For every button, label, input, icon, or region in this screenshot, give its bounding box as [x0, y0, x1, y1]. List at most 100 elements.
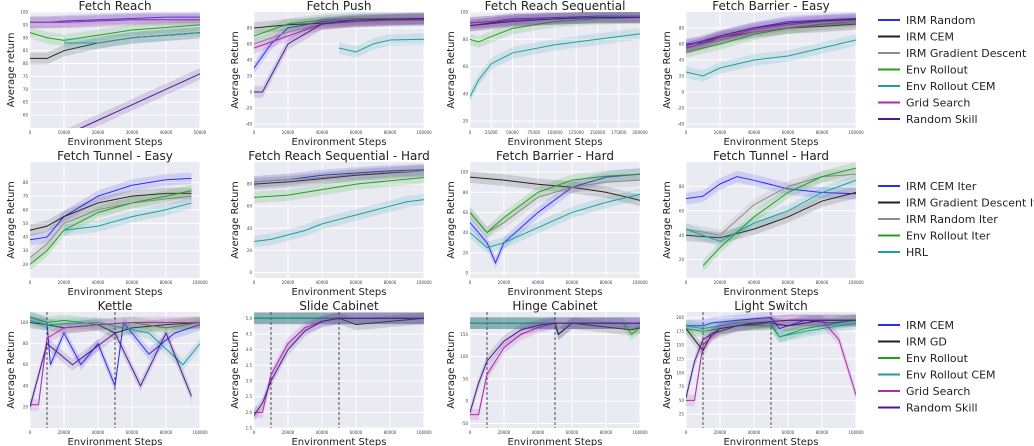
chart-title: Fetch Reach Sequential: [485, 0, 626, 13]
x-tick-label: 60000: [782, 430, 795, 435]
series-band-3: [686, 15, 856, 58]
series-line-5: [686, 19, 856, 49]
series-band-0: [30, 312, 200, 392]
legend-label: IRM Gradient Descent: [906, 47, 1027, 60]
x-tick-label: 0: [253, 430, 256, 435]
series-line-3: [254, 176, 424, 198]
y-tick-label: 60: [247, 204, 253, 209]
y-tick-label: 25: [679, 412, 685, 417]
series-band-1: [30, 187, 192, 237]
y-tick-label: 80: [463, 190, 469, 195]
series-line-3: [254, 17, 424, 37]
y-tick-label: 60: [679, 42, 685, 47]
series-group: [686, 312, 856, 407]
series-line-3: [702, 167, 856, 267]
y-tick-label: 40: [247, 226, 253, 231]
series-band-4: [30, 316, 200, 411]
series-line-4: [686, 179, 856, 242]
chart-title: Fetch Reach: [78, 0, 151, 13]
chart-title: Fetch Tunnel - Hard: [713, 149, 829, 163]
y-tick-label: 5.0: [246, 316, 253, 321]
x-tick-label: 20000: [58, 430, 71, 435]
plot-area: [254, 162, 424, 278]
x-tick-label: 100000: [547, 130, 563, 135]
series-line-1: [254, 170, 424, 185]
legend-label: Grid Search: [906, 97, 970, 110]
y-tick-label: 60: [247, 42, 253, 47]
y-tick-label: -20: [245, 106, 252, 111]
series-line-3: [30, 24, 200, 41]
chart-hinge-cabinet: 0 20000 40000 60000 80000 100000-50050100150H…: [446, 299, 648, 446]
x-axis-label: Environment Steps: [723, 287, 818, 298]
series-line-4: [470, 33, 640, 97]
series-line-1: [30, 192, 192, 231]
y-axis-label: Average return: [6, 33, 17, 108]
series-group: [470, 168, 640, 269]
y-tick-label: 40: [23, 235, 29, 240]
y-axis-label: Average Return: [662, 181, 673, 258]
y-axis-label: Average Return: [662, 331, 673, 408]
y-axis-label: Average Return: [446, 181, 457, 258]
y-tick-label: 150: [460, 332, 468, 337]
x-tick-label: 60000: [350, 430, 363, 435]
y-tick-label: 80: [463, 37, 469, 42]
legend-label: IRM CEM Iter: [906, 180, 977, 193]
chart-kettle: 0 20000 40000 60000 80000 100000 20 40 60 80 100 Ke…: [6, 299, 208, 446]
x-axis-label: Environment Steps: [507, 137, 602, 148]
y-tick-label: 80: [679, 184, 685, 189]
y-tick-label: 0: [681, 90, 684, 95]
series-band-3: [686, 317, 856, 343]
chart-title: Fetch Tunnel - Easy: [57, 149, 173, 163]
x-tick-label: 60000: [782, 130, 795, 135]
x-tick-label: 175000: [611, 130, 627, 135]
y-axis-label: Average Return: [6, 181, 17, 258]
series-band-2: [30, 13, 200, 29]
y-tick-label: 20: [23, 262, 29, 267]
legend-1: IRM Random IRM CEM IRM Gradient Descent Env…: [878, 14, 1027, 126]
y-axis-label: Average Return: [230, 331, 241, 408]
x-tick-label: 20000: [58, 280, 71, 285]
x-tick-label: 40000: [316, 430, 329, 435]
legend-label: Grid Search: [906, 385, 970, 398]
x-tick-label: 60000: [566, 430, 579, 435]
x-tick-label: 40000: [316, 280, 329, 285]
x-tick-label: 25000: [485, 130, 498, 135]
y-tick-label: -40: [245, 122, 252, 127]
series-group: [30, 12, 200, 128]
series-line-2: [686, 22, 856, 49]
x-tick-label: 60000: [566, 280, 579, 285]
chart-title: Slide Cabinet: [299, 299, 379, 313]
series-band-1: [254, 312, 424, 331]
y-tick-label: 100: [20, 320, 28, 325]
series-line-2: [686, 319, 856, 338]
y-tick-label: 40: [679, 58, 685, 63]
x-tick-label: 0: [685, 430, 688, 435]
series-line-6: [254, 17, 424, 93]
x-axis-label: Environment Steps: [723, 437, 818, 446]
x-tick-label: 40000: [92, 430, 105, 435]
series-line-1: [30, 322, 200, 334]
legend-label: IRM GD: [906, 336, 947, 349]
legend-label: Env Rollout CEM: [906, 80, 996, 93]
y-tick-label: 3.0: [246, 378, 253, 383]
x-tick-label: 0: [253, 280, 256, 285]
chart-title: Fetch Reach Sequential - Hard: [248, 149, 430, 163]
y-tick-label: 40: [463, 91, 469, 96]
x-tick-label: 0: [29, 280, 32, 285]
series-band-6: [68, 68, 200, 128]
y-tick-label: 80: [679, 26, 685, 31]
y-tick-label: 100: [460, 354, 468, 359]
x-tick-label: 200000: [632, 130, 648, 135]
x-tick-label: 100000: [632, 430, 648, 435]
x-tick-label: 80000: [816, 130, 829, 135]
series-group: [686, 162, 856, 272]
y-tick-label: 20: [23, 404, 29, 409]
x-tick-label: 30000: [126, 130, 139, 135]
x-tick-label: 60000: [126, 430, 139, 435]
x-tick-label: 60000: [350, 280, 363, 285]
series-group: [470, 12, 640, 103]
y-tick-label: 175: [676, 329, 684, 334]
y-tick-label: 20: [247, 248, 253, 253]
chart-fetch-push: 0 20000 40000 60000 80000 100000 -40 -20 0 20 40 60…: [230, 0, 432, 148]
series-line-5: [254, 317, 424, 416]
